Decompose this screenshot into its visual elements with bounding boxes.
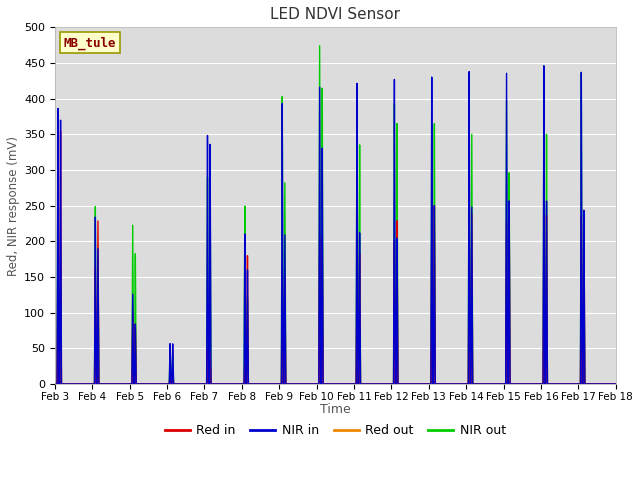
Title: LED NDVI Sensor: LED NDVI Sensor — [270, 7, 400, 22]
Text: MB_tule: MB_tule — [63, 36, 116, 49]
Y-axis label: Red, NIR response (mV): Red, NIR response (mV) — [7, 136, 20, 276]
X-axis label: Time: Time — [320, 403, 351, 416]
Legend: Red in, NIR in, Red out, NIR out: Red in, NIR in, Red out, NIR out — [160, 419, 511, 442]
